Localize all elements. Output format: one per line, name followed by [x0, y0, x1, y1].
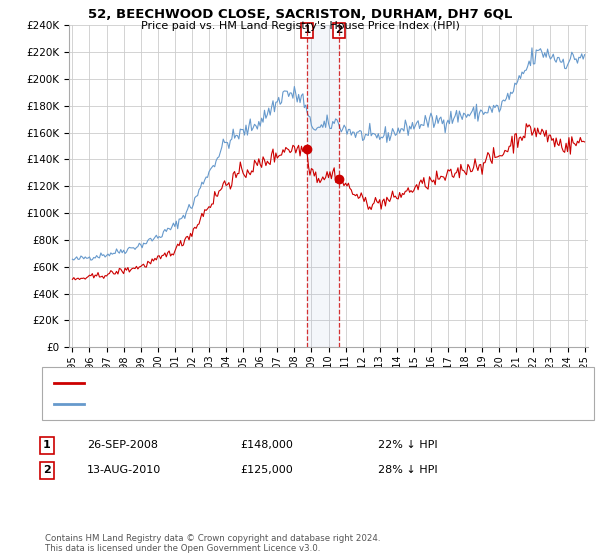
Text: 28% ↓ HPI: 28% ↓ HPI — [378, 465, 437, 475]
Text: 13-AUG-2010: 13-AUG-2010 — [87, 465, 161, 475]
Text: 52, BEECHWOOD CLOSE, SACRISTON, DURHAM, DH7 6QL (detached house): 52, BEECHWOOD CLOSE, SACRISTON, DURHAM, … — [90, 378, 485, 388]
Text: Contains HM Land Registry data © Crown copyright and database right 2024.
This d: Contains HM Land Registry data © Crown c… — [45, 534, 380, 553]
Text: 2: 2 — [43, 465, 50, 475]
Text: 2: 2 — [335, 25, 343, 35]
Text: 52, BEECHWOOD CLOSE, SACRISTON, DURHAM, DH7 6QL: 52, BEECHWOOD CLOSE, SACRISTON, DURHAM, … — [88, 8, 512, 21]
Text: £148,000: £148,000 — [240, 440, 293, 450]
Text: 22% ↓ HPI: 22% ↓ HPI — [378, 440, 437, 450]
Text: 1: 1 — [304, 25, 311, 35]
Bar — [307, 25, 339, 347]
Text: Price paid vs. HM Land Registry's House Price Index (HPI): Price paid vs. HM Land Registry's House … — [140, 21, 460, 31]
Text: 26-SEP-2008: 26-SEP-2008 — [87, 440, 158, 450]
Text: 1: 1 — [43, 440, 50, 450]
Text: HPI: Average price, detached house, County Durham: HPI: Average price, detached house, Coun… — [90, 399, 365, 409]
Text: £125,000: £125,000 — [240, 465, 293, 475]
